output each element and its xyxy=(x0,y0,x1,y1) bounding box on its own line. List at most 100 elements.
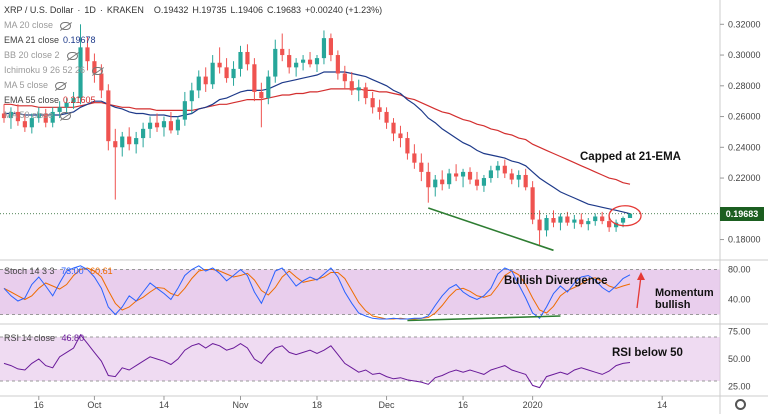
candle-body xyxy=(168,121,174,131)
price-tick-label: 0.18000 xyxy=(728,235,761,245)
legend-row[interactable]: EMA 21 close 0.19678 xyxy=(4,33,386,48)
rsi-tick-label: 75.00 xyxy=(728,327,751,337)
candle-body xyxy=(43,113,48,123)
candle-body xyxy=(572,219,577,223)
candle-body xyxy=(8,111,14,119)
price-tick-label: 0.22000 xyxy=(728,173,761,183)
candle-body xyxy=(530,187,535,220)
price-tick-label: 0.28000 xyxy=(728,81,761,91)
candle-body xyxy=(384,111,389,123)
candle-body xyxy=(565,216,570,223)
stoch-k-value: 73.00 xyxy=(61,266,84,276)
candle-body xyxy=(398,133,403,139)
hidden-eye-icon[interactable] xyxy=(66,51,78,60)
ohlc-open: O.19432 xyxy=(153,5,189,15)
candle-body xyxy=(29,118,34,128)
rsi-legend-label: RSI 14 close xyxy=(4,333,56,343)
candle-body xyxy=(238,51,243,69)
x-tick-label: 14 xyxy=(657,400,667,410)
candle-body xyxy=(314,58,320,65)
candle-body xyxy=(440,179,445,185)
candle-body xyxy=(342,73,347,82)
legend-row[interactable]: MA 20 close xyxy=(4,18,386,33)
candle-body xyxy=(147,122,153,129)
candle-body xyxy=(433,179,438,188)
x-tick-label: Nov xyxy=(232,400,249,410)
candle-body xyxy=(488,170,493,179)
legend-row[interactable]: Ichimoku 9 26 52 26 xyxy=(4,63,386,78)
candle-body xyxy=(1,113,7,119)
indicator-legend-list: MA 20 close EMA 21 close 0.19678 BB 20 clos… xyxy=(4,18,386,123)
candle-body xyxy=(175,119,180,131)
candle-body xyxy=(593,216,598,222)
candle-body xyxy=(71,98,76,103)
legend-row[interactable]: BB 20 close 2 xyxy=(4,48,386,63)
stoch-band xyxy=(0,269,720,315)
legend-label: MA 5 close xyxy=(4,80,49,90)
ohlc-low: L.19406 xyxy=(230,5,263,15)
price-tick-label: 0.24000 xyxy=(728,142,761,152)
candle-body xyxy=(620,218,626,223)
legend-row[interactable]: MA 50 close xyxy=(4,108,386,123)
hidden-eye-icon[interactable] xyxy=(60,111,72,120)
hidden-eye-icon[interactable] xyxy=(60,21,72,30)
candle-body xyxy=(78,47,83,99)
candle-body xyxy=(210,62,215,85)
hidden-eye-icon[interactable] xyxy=(92,66,104,75)
candle-body xyxy=(280,48,285,56)
candle-body xyxy=(127,136,132,145)
candle-body xyxy=(377,107,382,112)
stoch-legend: Stoch 14 3 3 73.00 60.61 xyxy=(4,266,113,276)
settings-gear-icon[interactable] xyxy=(735,399,746,410)
candle-body xyxy=(154,122,160,128)
candle-body xyxy=(245,51,250,65)
annotation-capped: Capped at 21-EMA xyxy=(580,151,681,163)
candle-body xyxy=(349,81,354,91)
symbol-dot: · xyxy=(77,5,81,15)
price-tick-label: 0.30000 xyxy=(728,50,761,60)
candle-body xyxy=(224,67,229,79)
candle-body xyxy=(294,62,299,68)
candle-body xyxy=(600,216,605,222)
rsi-tick-label: 50.00 xyxy=(728,354,751,364)
stoch-k-line xyxy=(3,265,631,320)
annotation-bullish-divergence: Bullish Divergence xyxy=(504,275,608,287)
price-tick-label: 0.32000 xyxy=(728,19,761,29)
candle-body xyxy=(252,64,257,92)
candle-body xyxy=(586,221,591,225)
stoch-tick-label: 80.00 xyxy=(728,265,751,275)
x-tick-label: Oct xyxy=(87,400,102,410)
candle-body xyxy=(287,55,292,68)
annotation-momentum: Momentum bullish xyxy=(655,287,714,311)
legend-row[interactable]: EMA 55 close 0.21605 xyxy=(4,93,386,108)
candle-body xyxy=(321,38,327,59)
symbol-dot2: · xyxy=(99,5,103,15)
candle-body xyxy=(301,59,306,63)
candle-body xyxy=(419,162,424,172)
candle-body xyxy=(391,122,396,134)
candle-body xyxy=(356,87,361,91)
rsi-line xyxy=(3,333,631,389)
stoch-d-line xyxy=(3,267,631,320)
x-tick-label: 16 xyxy=(34,400,44,410)
hidden-eye-icon[interactable] xyxy=(55,81,67,90)
stoch-tick-label: 40.00 xyxy=(728,295,751,305)
main-legend: XRP / U.S. Dollar · 1D · KRAKEN O.19432 … xyxy=(4,3,386,123)
rsi-legend: RSI 14 close 46.80 xyxy=(4,333,84,343)
price-tick-label: 0.26000 xyxy=(728,112,761,122)
candle-body xyxy=(36,113,41,119)
candle-body xyxy=(412,153,417,163)
candle-body xyxy=(57,107,62,112)
candle-body xyxy=(217,62,222,68)
candle-body xyxy=(328,38,333,56)
candle-body xyxy=(460,171,466,177)
candle-body xyxy=(474,179,480,186)
candle-body xyxy=(85,47,90,62)
x-tick-label: 14 xyxy=(159,400,169,410)
stoch-d-value: 60.61 xyxy=(90,266,113,276)
candle-body xyxy=(113,141,118,148)
legend-label: MA 20 close xyxy=(4,20,54,30)
legend-row[interactable]: MA 5 close xyxy=(4,78,386,93)
